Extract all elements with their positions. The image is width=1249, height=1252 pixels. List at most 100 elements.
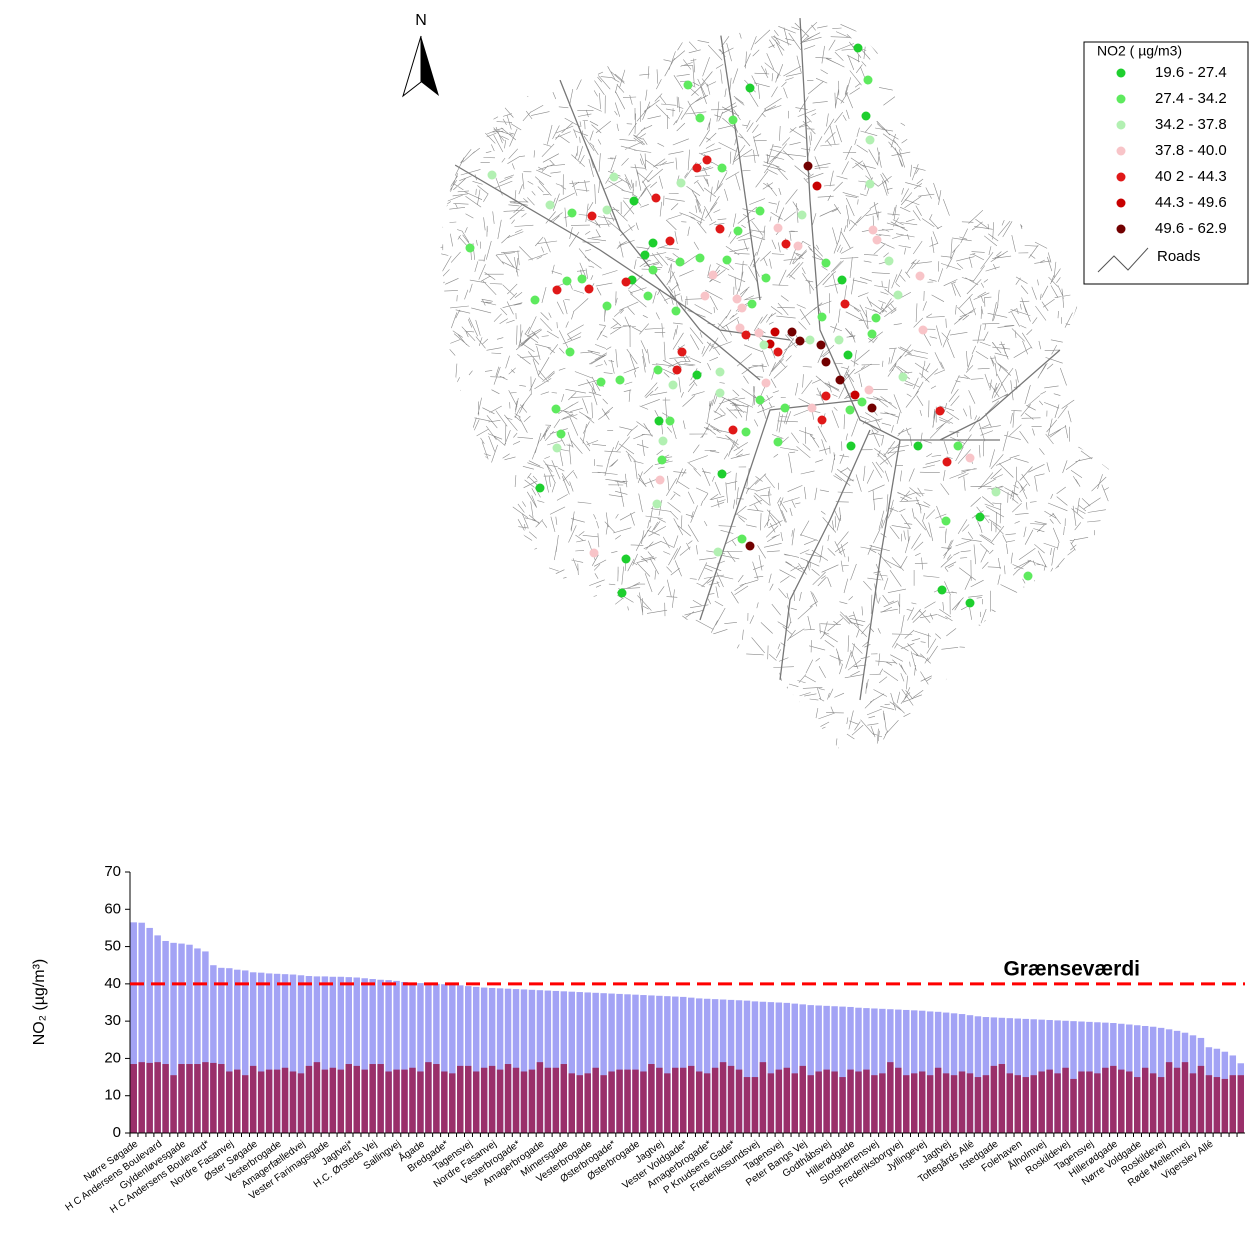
measurement-dot	[715, 388, 725, 398]
measurement-dot	[692, 370, 702, 380]
bar	[640, 1071, 647, 1133]
bar	[202, 1062, 209, 1133]
bar	[329, 976, 337, 1133]
bar	[608, 993, 615, 1133]
bar	[1022, 1077, 1029, 1133]
measurement-dot	[683, 80, 693, 90]
measurement-dot	[589, 548, 599, 558]
bar	[982, 1017, 990, 1133]
measurement-dot	[617, 588, 627, 598]
measurement-dot	[695, 113, 705, 123]
bar	[449, 1073, 456, 1133]
bar	[608, 1071, 615, 1133]
measurement-dot	[695, 253, 705, 263]
legend-swatch	[1116, 198, 1126, 208]
bar	[289, 1071, 297, 1133]
bar	[218, 1064, 225, 1133]
measurement-dot	[853, 43, 863, 53]
bar	[345, 1064, 352, 1133]
bar	[911, 1073, 918, 1133]
bar	[831, 1071, 838, 1133]
bar	[632, 1069, 639, 1133]
measurement-dot	[552, 443, 562, 453]
measurement-dot	[708, 270, 718, 280]
bar	[297, 975, 305, 1133]
bar	[369, 1064, 376, 1133]
bar	[178, 943, 185, 1133]
bar	[743, 1077, 751, 1133]
measurement-dot	[621, 277, 631, 287]
bar	[775, 1069, 783, 1133]
legend-box	[1083, 41, 1249, 285]
bar	[544, 990, 552, 1133]
bar	[512, 1067, 520, 1133]
y-tick-label: 20	[104, 1049, 121, 1066]
bar	[592, 992, 599, 1133]
bar	[528, 1069, 536, 1133]
bar	[1038, 1071, 1045, 1133]
legend-label: 27.4 - 34.2	[1155, 90, 1227, 107]
bar	[552, 1067, 560, 1133]
bar	[847, 1069, 854, 1133]
bar	[337, 1069, 345, 1133]
bar	[186, 944, 193, 1133]
bar	[982, 1075, 990, 1133]
bar	[807, 1075, 814, 1133]
road-network	[440, 18, 1110, 762]
measurement-dot	[843, 350, 853, 360]
measurement-dot	[773, 437, 783, 447]
bar	[823, 1069, 830, 1133]
bar	[560, 1064, 568, 1133]
measurement-dot	[834, 335, 844, 345]
bar	[457, 1065, 464, 1133]
measurement-dot	[975, 512, 985, 522]
measurement-dot	[702, 155, 712, 165]
bar	[815, 1005, 822, 1133]
arrow-left	[402, 35, 422, 98]
bar	[1006, 1073, 1014, 1133]
bar	[496, 1069, 504, 1133]
measurement-dot	[535, 483, 545, 493]
bar	[926, 1075, 934, 1133]
bar	[640, 995, 647, 1133]
bar	[664, 996, 671, 1133]
measurement-dot	[953, 441, 963, 451]
bar	[855, 1007, 862, 1133]
bar	[672, 996, 679, 1133]
measurement-dot	[655, 475, 665, 485]
bar	[895, 1067, 902, 1133]
bar	[234, 1069, 241, 1133]
measurement-dot	[761, 273, 771, 283]
measurement-dot	[733, 226, 743, 236]
measurement-dot	[872, 235, 882, 245]
bar	[592, 1067, 599, 1133]
bar	[584, 1073, 591, 1133]
measurement-dot	[584, 284, 594, 294]
bar	[369, 979, 376, 1133]
legend-swatch	[1116, 120, 1126, 130]
measurement-dot	[675, 257, 685, 267]
bar	[887, 1062, 894, 1133]
bar	[496, 988, 504, 1133]
bar	[656, 1067, 663, 1133]
measurement-dot	[713, 547, 723, 557]
bar	[998, 1064, 1006, 1133]
bar	[950, 1013, 958, 1133]
measurement-dot	[761, 378, 771, 388]
bar	[377, 979, 384, 1133]
bar	[194, 1064, 201, 1133]
bar	[743, 1000, 751, 1133]
measurement-dot	[935, 406, 945, 416]
bar	[759, 1062, 767, 1133]
bar	[1221, 1078, 1229, 1133]
bar	[305, 976, 313, 1133]
bar	[879, 1073, 886, 1133]
measurement-dot	[671, 306, 681, 316]
bar	[178, 1064, 185, 1133]
bar	[488, 1065, 496, 1133]
bar	[329, 1067, 337, 1133]
bar	[576, 1075, 583, 1133]
measurement-dot	[805, 335, 815, 345]
measurement-dot	[602, 301, 612, 311]
